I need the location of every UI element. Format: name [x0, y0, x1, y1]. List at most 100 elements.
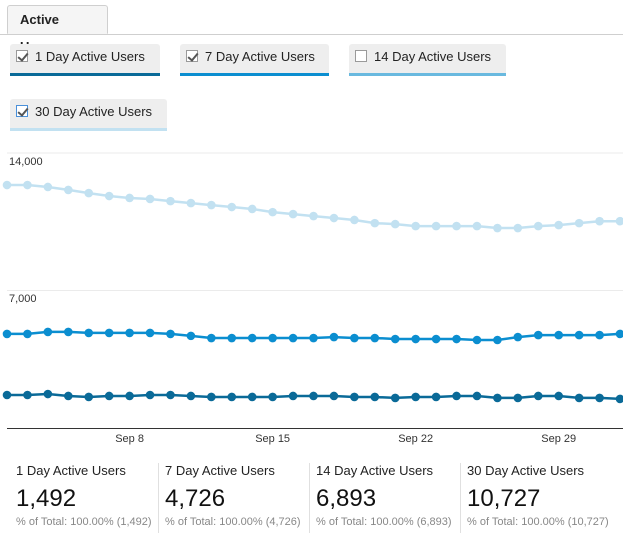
data-point-30-day-active-users [513, 223, 523, 233]
scorecard-1-day: 1 Day Active Users 1,492 % of Total: 100… [16, 455, 156, 535]
data-point-7-day-active-users [390, 334, 400, 344]
data-point-1-day-active-users [472, 391, 482, 401]
data-point-7-day-active-users [43, 327, 53, 337]
data-point-1-day-active-users [329, 391, 339, 401]
data-point-1-day-active-users [227, 392, 237, 402]
metric-toggle-30-day[interactable]: 30 Day Active Users [10, 99, 167, 131]
metric-toggle-label: 14 Day Active Users [374, 49, 492, 64]
metric-toggle-1-day[interactable]: 1 Day Active Users [10, 44, 160, 76]
data-point-1-day-active-users [43, 389, 53, 399]
data-point-7-day-active-users [513, 332, 523, 342]
scorecard-percent-total: % of Total: 100.00% (10,727) [467, 516, 609, 528]
data-point-1-day-active-users [370, 392, 380, 402]
data-point-30-day-active-users [227, 202, 237, 212]
data-point-30-day-active-users [23, 180, 32, 190]
data-point-1-day-active-users [104, 391, 114, 401]
series-color-bar [10, 73, 160, 76]
data-point-1-day-active-users [431, 392, 441, 402]
data-point-30-day-active-users [2, 180, 12, 190]
tab-active-users[interactable]: Active Users [7, 5, 108, 54]
data-point-30-day-active-users [329, 213, 339, 223]
scorecard-value: 4,726 [165, 485, 226, 512]
data-point-30-day-active-users [288, 209, 298, 219]
series-color-bar [180, 73, 329, 76]
data-point-7-day-active-users [370, 333, 380, 343]
series-color-bar [349, 73, 506, 76]
scorecard-title: 30 Day Active Users [467, 463, 585, 478]
data-point-1-day-active-users [268, 392, 277, 402]
data-point-30-day-active-users [615, 216, 623, 226]
data-point-30-day-active-users [43, 182, 53, 192]
data-point-1-day-active-users [390, 393, 400, 403]
scorecard-30-day: 30 Day Active Users 10,727 % of Total: 1… [460, 455, 617, 535]
data-point-30-day-active-users [411, 221, 420, 231]
metric-toggle-label: 7 Day Active Users [205, 49, 315, 64]
data-point-30-day-active-users [493, 223, 502, 233]
scorecard-title: 7 Day Active Users [165, 463, 275, 478]
data-point-1-day-active-users [513, 393, 523, 403]
data-point-1-day-active-users [554, 391, 563, 401]
data-point-1-day-active-users [247, 392, 257, 402]
data-point-7-day-active-users [309, 333, 318, 343]
data-point-1-day-active-users [574, 393, 584, 403]
data-point-7-day-active-users [329, 332, 339, 342]
data-point-7-day-active-users [145, 328, 155, 338]
data-point-30-day-active-users [207, 200, 216, 210]
x-tick-label: Sep 29 [541, 433, 577, 445]
data-point-7-day-active-users [533, 330, 543, 340]
series-line-30-day-active-users [7, 183, 620, 230]
data-point-7-day-active-users [554, 330, 563, 340]
data-point-1-day-active-users [288, 391, 298, 401]
data-point-1-day-active-users [2, 390, 12, 400]
data-point-30-day-active-users [390, 219, 400, 229]
chart-canvas [2, 152, 623, 429]
data-point-30-day-active-users [64, 185, 73, 195]
data-point-7-day-active-users [23, 329, 32, 339]
metric-toggle-14-day[interactable]: 14 Day Active Users [349, 44, 506, 76]
data-point-7-day-active-users [186, 331, 196, 341]
data-point-1-day-active-users [595, 393, 604, 403]
data-point-30-day-active-users [533, 221, 543, 231]
data-point-30-day-active-users [472, 221, 482, 231]
data-point-30-day-active-users [125, 193, 134, 203]
line-chart: 14,000 7,000 Sep 8 Sep 15 Sep 22 Sep 29 [0, 140, 623, 450]
scorecard-percent-total: % of Total: 100.00% (6,893) [316, 516, 452, 528]
x-tick-label: Sep 22 [398, 433, 434, 445]
data-point-1-day-active-users [350, 392, 359, 402]
scorecard-value: 1,492 [16, 485, 77, 512]
y-tick-label: 14,000 [9, 156, 43, 168]
data-point-30-day-active-users [309, 211, 318, 221]
data-point-1-day-active-users [309, 391, 318, 401]
data-point-7-day-active-users [207, 333, 216, 343]
data-point-30-day-active-users [84, 188, 94, 198]
divider [460, 463, 461, 533]
data-point-7-day-active-users [472, 335, 482, 345]
data-point-7-day-active-users [452, 334, 461, 344]
data-point-30-day-active-users [247, 204, 257, 214]
scorecard-title: 1 Day Active Users [16, 463, 126, 478]
divider [309, 463, 310, 533]
data-point-7-day-active-users [493, 335, 502, 345]
data-point-30-day-active-users [370, 218, 380, 228]
series-color-bar [10, 128, 167, 131]
y-tick-label: 7,000 [9, 293, 37, 305]
checkbox-checked-icon[interactable] [186, 50, 198, 62]
checkbox-checked-icon[interactable] [16, 50, 28, 62]
data-point-7-day-active-users [615, 329, 623, 339]
scorecard-value: 10,727 [467, 485, 541, 512]
scorecard-percent-total: % of Total: 100.00% (1,492) [16, 516, 152, 528]
divider [158, 463, 159, 533]
data-point-7-day-active-users [2, 329, 12, 339]
data-point-7-day-active-users [84, 328, 94, 338]
data-point-7-day-active-users [125, 328, 134, 338]
scorecard-7-day: 7 Day Active Users 4,726 % of Total: 100… [158, 455, 305, 535]
checkbox-checked-icon[interactable] [16, 105, 28, 117]
checkbox-unchecked-icon[interactable] [355, 50, 367, 62]
scorecard-value: 6,893 [316, 485, 377, 512]
metric-toggle-7-day[interactable]: 7 Day Active Users [180, 44, 329, 76]
data-point-30-day-active-users [554, 220, 563, 230]
data-point-1-day-active-users [23, 390, 32, 400]
data-point-30-day-active-users [268, 207, 277, 217]
data-point-7-day-active-users [574, 330, 584, 340]
data-point-30-day-active-users [452, 221, 461, 231]
